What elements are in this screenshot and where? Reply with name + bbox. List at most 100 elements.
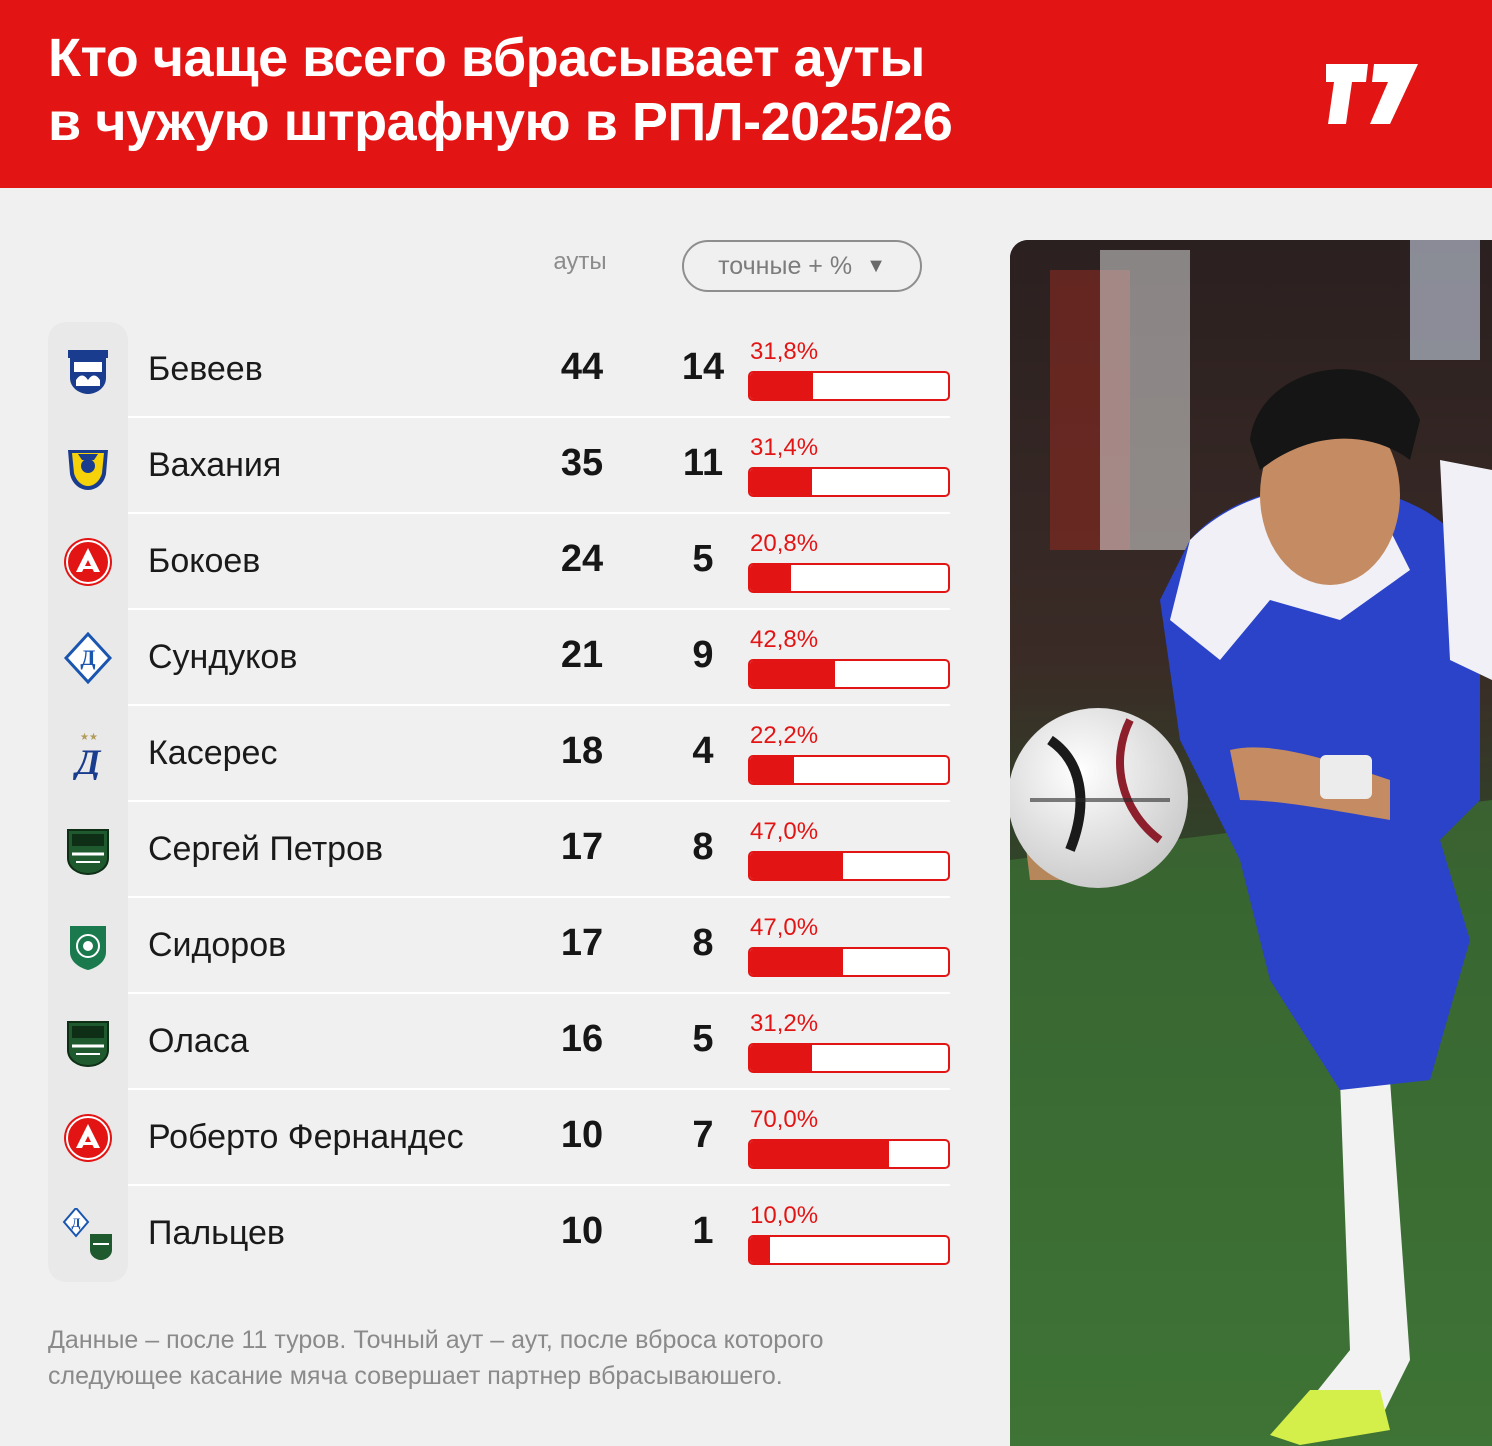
krasnodar-badge-icon [62, 1016, 114, 1068]
accuracy-percent-label: 22,2% [750, 722, 819, 749]
header-banner: Кто чаще всего вбрасывает ауты в чужую ш… [0, 0, 1492, 188]
accuracy-bar [748, 851, 950, 881]
outs-value: 17 [560, 922, 604, 964]
player-name: Бевеев [148, 350, 263, 388]
table-row: Сергей Петров 17 8 47,0% [48, 802, 950, 898]
player-name: Роберто Фернандес [148, 1118, 464, 1156]
accurate-value: 4 [692, 730, 714, 772]
column-header-outs: ауты [553, 248, 607, 275]
player-name: Оласа [148, 1022, 249, 1060]
accurate-value: 5 [692, 1018, 714, 1060]
accuracy-percent-label: 47,0% [750, 818, 819, 845]
accuracy-bar [748, 1043, 950, 1073]
accuracy-percent-label: 31,4% [750, 434, 819, 461]
accuracy-bar [748, 755, 950, 785]
accuracy-bar-fill [750, 469, 813, 495]
outs-value: 18 [560, 730, 604, 772]
table-row: Вахания 35 11 31,4% [48, 418, 950, 514]
title-line-1: Кто чаще всего вбрасывает ауты [48, 28, 925, 88]
row-divider [128, 704, 950, 706]
accuracy-percent-label: 70,0% [750, 1106, 819, 1133]
akron-badge-icon [62, 920, 114, 972]
krasnodar-badge-icon [62, 824, 114, 876]
table-row: Роберто Фернандес 10 7 70,0% [48, 1090, 950, 1186]
table-row: Д Пальцев 10 1 10,0% [48, 1186, 950, 1282]
sort-dropdown-label: точные + % [718, 251, 853, 280]
svg-text:Д: Д [73, 742, 102, 780]
akhmat-badge-icon [62, 1112, 114, 1164]
player-name: Вахания [148, 446, 282, 484]
baltika-badge-icon [62, 344, 114, 396]
outs-value: 16 [560, 1018, 604, 1060]
outs-value: 21 [560, 634, 604, 676]
title-line-2: в чужую штрафную в РПЛ-2025/26 [48, 92, 953, 152]
outs-value: 24 [560, 538, 604, 580]
accuracy-percent-label: 31,2% [750, 1010, 819, 1037]
accuracy-bar [748, 1139, 950, 1169]
player-name: Сергей Петров [148, 830, 384, 868]
svg-text:★★: ★★ [80, 732, 98, 743]
accurate-value: 8 [692, 826, 714, 868]
accuracy-bar [748, 467, 950, 497]
dynamo-makhachkala-badge-icon: Д [62, 631, 114, 685]
accurate-value: 5 [692, 538, 714, 580]
player-photo [1010, 240, 1492, 1446]
accuracy-percent-label: 10,0% [750, 1202, 819, 1229]
accuracy-bar-fill [750, 373, 813, 399]
rostov-badge-icon [62, 440, 114, 492]
outs-value: 10 [560, 1210, 604, 1252]
table-row: Сидоров 17 8 47,0% [48, 898, 950, 994]
accurate-value: 9 [692, 634, 714, 676]
accuracy-percent-label: 42,8% [750, 626, 819, 653]
accurate-value: 7 [692, 1114, 714, 1156]
accuracy-bar [748, 371, 950, 401]
row-divider [128, 800, 950, 802]
accuracy-percent-label: 31,8% [750, 338, 819, 365]
player-name: Касерес [148, 734, 278, 772]
player-name: Бокоев [148, 542, 261, 580]
page-title: Кто чаще всего вбрасывает ауты в чужую ш… [48, 26, 953, 154]
player-name: Пальцев [148, 1214, 285, 1252]
accurate-value: 11 [682, 442, 724, 484]
player-name: Сундуков [148, 638, 298, 676]
table-row: Бокоев 24 5 20,8% [48, 514, 950, 610]
accuracy-bar-fill [750, 757, 794, 783]
players-table: Бевеев 44 14 31,8% Вахания 35 11 31,4% Бокоев 24 5… [48, 322, 950, 1282]
accuracy-bar [748, 1235, 950, 1265]
accuracy-bar-fill [750, 853, 844, 879]
chevron-down-icon: ▼ [866, 254, 886, 277]
row-divider [128, 416, 950, 418]
accuracy-bar [748, 947, 950, 977]
player-name: Сидоров [148, 926, 287, 964]
dynamo-makhachkala-krasnodar-badges-icon: Д [62, 1206, 114, 1260]
accuracy-bar-fill [750, 565, 792, 591]
table-row: Оласа 16 5 31,2% [48, 994, 950, 1090]
svg-text:Д: Д [72, 1215, 81, 1230]
sort-dropdown-accurate[interactable]: точные + % ▼ [682, 240, 922, 292]
accuracy-bar-fill [750, 949, 844, 975]
outs-value: 35 [560, 442, 604, 484]
accuracy-percent-label: 20,8% [750, 530, 819, 557]
accuracy-bar-fill [750, 1237, 770, 1263]
dynamo-moscow-badge-icon: ★★ Д [62, 728, 114, 782]
outs-value: 44 [560, 346, 604, 388]
accuracy-bar [748, 563, 950, 593]
table-row: Бевеев 44 14 31,8% [48, 322, 950, 418]
outs-value: 17 [560, 826, 604, 868]
accuracy-bar-fill [750, 1045, 812, 1071]
accuracy-percent-label: 47,0% [750, 914, 819, 941]
accuracy-bar [748, 659, 950, 689]
footnote-line-2: следующее касание мяча совершает партнер… [48, 1362, 783, 1390]
table-row: ★★ Д Касерес 18 4 22,2% [48, 706, 950, 802]
player-throw-in-photo-icon [1010, 240, 1492, 1446]
brand-logo-icon [1326, 64, 1418, 124]
outs-value: 10 [560, 1114, 604, 1156]
row-divider [128, 608, 950, 610]
accurate-value: 14 [681, 346, 725, 388]
table-row: Д Сундуков 21 9 42,8% [48, 610, 950, 706]
row-divider [128, 896, 950, 898]
svg-text:Д: Д [80, 645, 95, 670]
akhmat-badge-icon [62, 536, 114, 588]
row-divider [128, 512, 950, 514]
footnote-line-1: Данные – после 11 туров. Точный аут – ау… [48, 1326, 824, 1354]
